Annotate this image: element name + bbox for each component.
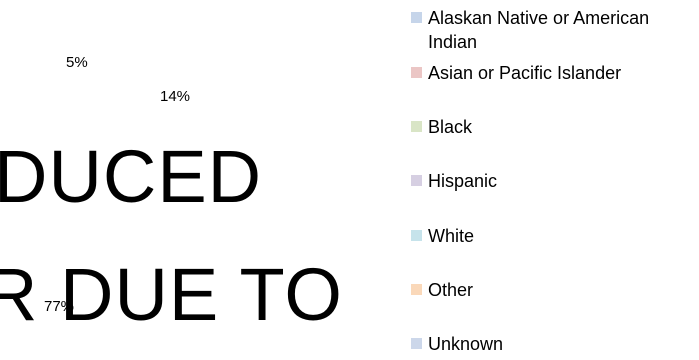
legend-swatch xyxy=(411,175,422,186)
legend-label: Black xyxy=(428,117,473,137)
legend-label: Hispanic xyxy=(428,171,498,191)
legend-label: Asian or Pacific Islander xyxy=(428,63,622,83)
legend-swatch xyxy=(411,230,422,241)
watermark-text: R DUE TO xyxy=(0,253,343,336)
watermark-text: DUCED xyxy=(0,135,263,218)
legend-swatch xyxy=(411,12,422,23)
legend-swatch xyxy=(411,284,422,295)
data-label: 77% xyxy=(44,298,75,315)
legend-swatch xyxy=(411,67,422,78)
legend-label: Unknown xyxy=(428,334,504,354)
data-label: 14% xyxy=(160,88,191,105)
data-label: 5% xyxy=(66,54,88,71)
legend-swatch xyxy=(411,121,422,132)
legend-swatch xyxy=(411,338,422,349)
legend-label: Alaskan Native or American Indian xyxy=(428,8,650,52)
legend-label: Other xyxy=(428,280,474,300)
legend-label: White xyxy=(428,226,475,246)
